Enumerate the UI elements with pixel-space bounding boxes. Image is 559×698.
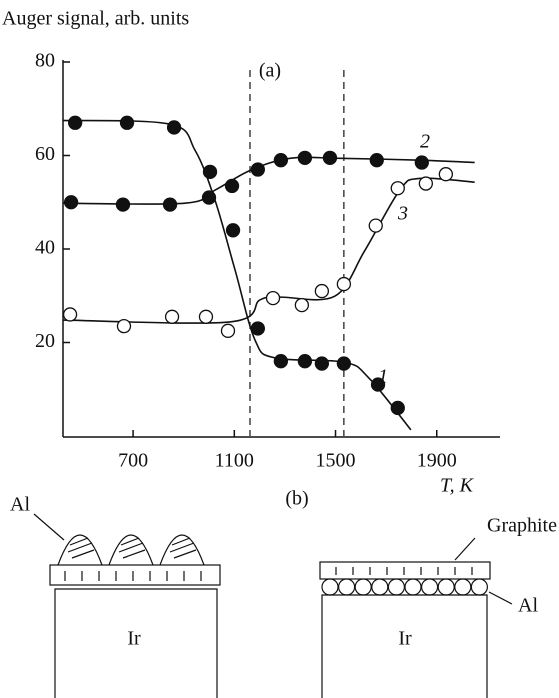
data-point [164,309,180,324]
data-point [250,162,265,177]
data-point [166,120,182,135]
data-point [202,164,218,180]
data-point [418,176,434,191]
series-label: 3 [397,203,408,225]
data-point [438,167,453,182]
atom [404,578,422,596]
right-sketch: Graphite Al Ir [319,515,557,698]
data-point [297,150,313,165]
data-point [322,150,338,165]
al-label: Al [518,595,538,617]
data-point [368,218,383,233]
fit-curve [62,156,475,205]
left-sketch: Al Ir [10,494,221,698]
x-tick-label: 1500 [316,450,356,472]
layer-ticks [64,571,202,581]
graphite-layer [319,561,491,580]
y-tick-label: 40 [35,237,55,259]
data-point [390,400,405,416]
panel-label: (a) [259,60,281,82]
data-point [273,354,289,369]
data-point [314,283,330,299]
substrate [321,594,488,698]
data-point [67,115,83,130]
data-point [198,309,214,324]
atom [321,578,339,596]
x-axis-label: T, K [440,475,475,497]
x-tick-label: 700 [118,450,148,472]
substrate [54,588,218,698]
data-point [250,321,265,336]
al-atoms [321,578,488,596]
leader [454,537,476,561]
graphite-label: Graphite [487,515,557,537]
fit-curve [62,119,412,431]
y-tick-label: 80 [35,50,55,72]
data-point [115,197,131,212]
ir-label: Ir [127,628,141,650]
data-point [370,377,386,392]
ir-label: Ir [398,628,412,650]
data-point [116,318,132,334]
data-point [220,323,236,338]
data-point [369,153,384,168]
atom [454,578,472,596]
data-point [390,181,405,196]
atom [387,578,405,596]
data-point [336,356,352,371]
y-tick-label: 20 [35,330,55,352]
data-point [224,178,240,194]
data-point [414,155,429,170]
atom [354,578,372,596]
data-point [314,356,330,371]
x-tick-label: 1100 [215,450,254,472]
data-point [162,197,178,212]
series-label: 1 [378,366,388,388]
data-point [63,195,79,210]
y-tick-label: 60 [35,143,55,165]
layer [49,564,221,586]
atom [371,578,389,596]
diagram-label: (b) [285,488,308,510]
data-point [336,276,352,292]
fit-curve [62,177,475,324]
atom [470,578,488,596]
y-axis-label: Auger signal, arb. units [2,8,189,30]
data-point [265,290,281,306]
data-point [297,354,313,369]
atom [421,578,439,596]
al-label: Al [10,494,30,516]
data-point [201,190,217,205]
data-point [294,297,310,313]
x-tick-label: 1900 [417,450,457,472]
data-point [62,307,78,322]
data-point [119,115,135,130]
hatch [67,537,197,559]
atom [338,578,356,596]
atom [437,578,455,596]
leader [33,513,65,541]
al-islands [57,534,205,566]
data-point [273,153,289,168]
layer-ticks [335,567,473,575]
series-label: 2 [420,131,430,153]
data-point [225,223,241,238]
leader [488,591,513,605]
